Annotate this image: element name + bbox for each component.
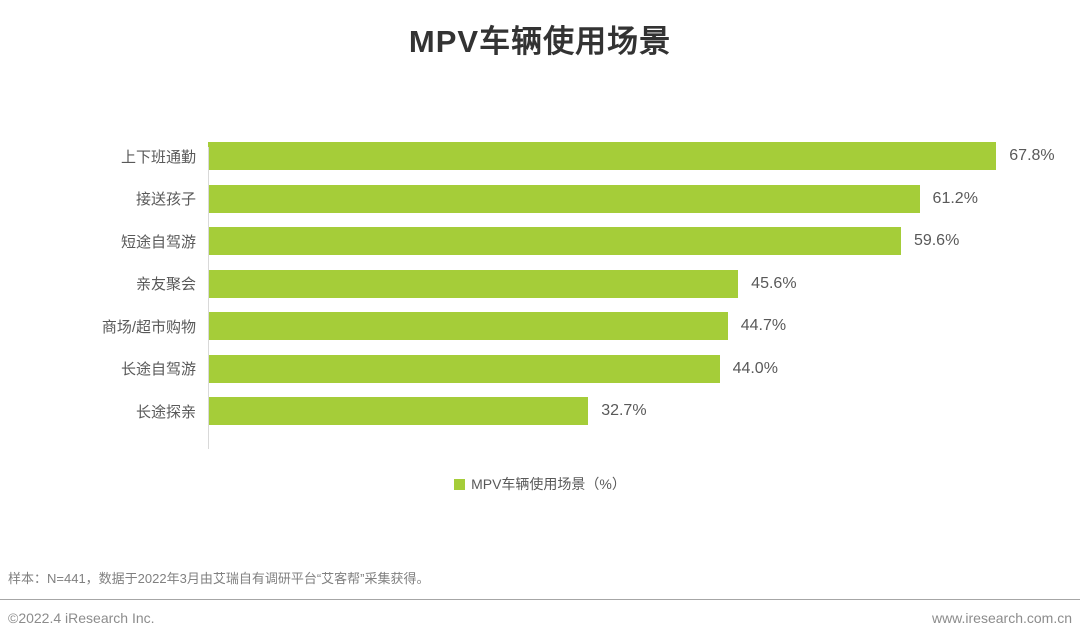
- sample-footnote: 样本：N=441，数据于2022年3月由艾瑞自有调研平台“艾客帮”采集获得。: [8, 571, 430, 586]
- value-label: 44.0%: [732, 359, 778, 377]
- bar-row: 商场/超市购物 44.7%: [0, 305, 1080, 348]
- bar-plot-area: 44.0%: [208, 348, 1080, 391]
- bar-row: 上下班通勤 67.8%: [0, 135, 1080, 178]
- value-label: 32.7%: [601, 402, 647, 420]
- bar: [208, 354, 720, 383]
- category-label: 亲友聚会: [135, 276, 196, 294]
- category-label: 商场/超市购物: [101, 318, 196, 336]
- copyright-text: ©2022.4 iResearch Inc.: [8, 609, 155, 626]
- bar-plot-area: 61.2%: [208, 178, 1080, 221]
- category-label: 长途探亲: [135, 403, 196, 421]
- bar: [208, 142, 997, 171]
- category-label: 短途自驾游: [120, 233, 196, 251]
- bar: [208, 269, 739, 298]
- bar: [208, 227, 901, 256]
- y-axis-line: [208, 147, 209, 449]
- legend-swatch-icon: [454, 478, 466, 490]
- value-label: 67.8%: [1009, 147, 1055, 165]
- value-label: 44.7%: [740, 317, 787, 335]
- bar-row: 接送孩子 61.2%: [0, 178, 1080, 221]
- website-link[interactable]: www.iresearch.com.cn: [931, 609, 1072, 626]
- footer-bar: ©2022.4 iResearch Inc. www.iresearch.com…: [0, 599, 1080, 635]
- bar-plot-area: 59.6%: [208, 220, 1080, 263]
- bar: [208, 397, 589, 426]
- value-label: 45.6%: [751, 274, 797, 292]
- bar-plot-area: 44.7%: [208, 305, 1080, 348]
- legend-label: MPV车辆使用场景（%）: [471, 476, 626, 492]
- bar-row: 短途自驾游 59.6%: [0, 220, 1080, 263]
- bar-chart: 上下班通勤 67.8% 接送孩子 61.2% 短途自驾游 59.6% 亲友聚会 …: [0, 135, 1080, 433]
- bar-row: 长途自驾游 44.0%: [0, 348, 1080, 391]
- bar: [208, 312, 728, 341]
- category-label: 上下班通勤: [120, 148, 196, 166]
- bar-plot-area: 32.7%: [208, 390, 1080, 433]
- category-label: 长途自驾游: [120, 361, 196, 379]
- bar-row: 长途探亲 32.7%: [0, 390, 1080, 433]
- bar-plot-area: 67.8%: [208, 135, 1080, 178]
- value-label: 59.6%: [913, 232, 960, 250]
- bar-row: 亲友聚会 45.6%: [0, 263, 1080, 306]
- chart-legend: MPV车辆使用场景（%）: [0, 474, 1080, 494]
- chart-title: MPV车辆使用场景: [408, 24, 672, 59]
- bar-rows: 上下班通勤 67.8% 接送孩子 61.2% 短途自驾游 59.6% 亲友聚会 …: [0, 135, 1080, 433]
- bar-plot-area: 45.6%: [208, 263, 1080, 306]
- value-label: 61.2%: [932, 189, 978, 207]
- bar: [208, 184, 920, 213]
- category-label: 接送孩子: [135, 191, 196, 209]
